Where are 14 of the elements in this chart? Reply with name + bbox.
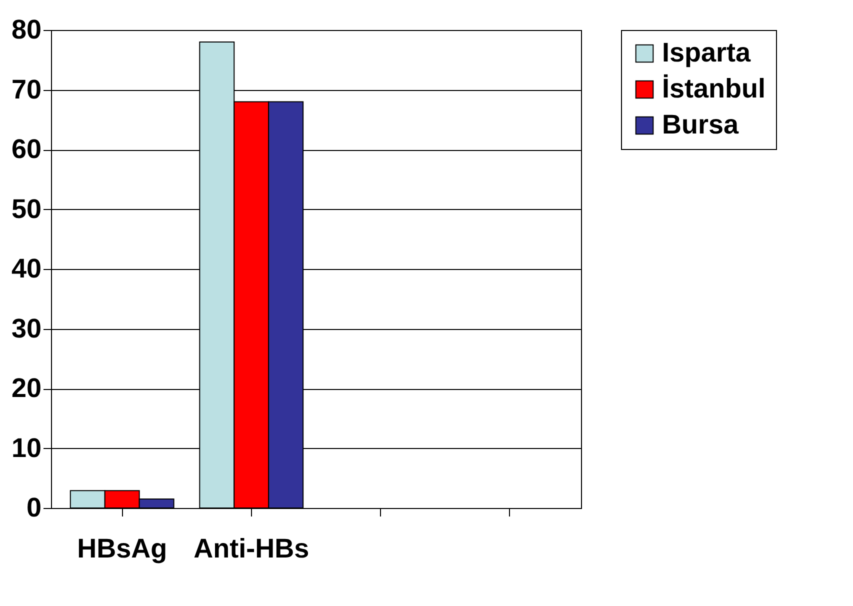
x-tick-label: Anti-HBs (194, 534, 310, 564)
y-tick-label: 30 (11, 313, 42, 344)
y-tick-label: 70 (11, 74, 42, 104)
y-tick-label: 60 (11, 134, 42, 164)
y-tick-label: 80 (11, 14, 42, 44)
y-tick-label: 0 (26, 492, 42, 522)
x-tick-label: HBsAg (77, 534, 168, 564)
legend-label: Isparta (662, 38, 752, 68)
y-tick-label: 20 (11, 373, 42, 403)
y-tick-label: 40 (11, 254, 42, 284)
legend-label: İstanbul (662, 74, 766, 104)
y-tick-label: 10 (11, 432, 42, 463)
y-tick-label: 50 (11, 194, 42, 224)
legend-label: Bursa (662, 110, 740, 140)
